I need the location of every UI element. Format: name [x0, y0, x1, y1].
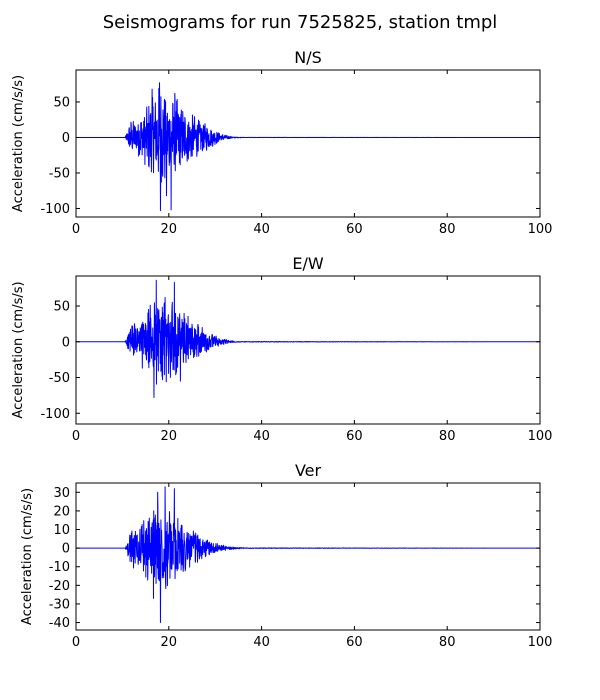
- panel-title-ns: N/S: [294, 48, 322, 67]
- x-tick-label-ns: 20: [161, 222, 178, 237]
- y-tick-label-ns: -100: [40, 202, 70, 217]
- x-tick-label-ver: 100: [528, 635, 553, 650]
- plot-area-ns: [76, 70, 540, 217]
- y-axis-label-ver: Acceleration (cm/s/s): [20, 488, 35, 625]
- x-tick-label-ew: 80: [439, 429, 456, 444]
- x-tick-label-ver: 80: [439, 635, 456, 650]
- x-tick-label-ew: 20: [161, 429, 178, 444]
- y-tick-label-ver: 30: [53, 486, 70, 501]
- x-tick-label-ver: 60: [346, 635, 363, 650]
- y-tick-label-ns: 50: [53, 95, 70, 110]
- x-tick-label-ns: 80: [439, 222, 456, 237]
- x-tick-label-ew: 60: [346, 429, 363, 444]
- y-tick-label-ver: 10: [53, 523, 70, 538]
- panel-title-ver: Ver: [295, 461, 322, 480]
- axes-frame-ver: [75, 482, 541, 631]
- panel-ver: 0 20 40 60 80 100 -40 -30 -20 -10 0 10 20 30 Ver Accele…: [20, 461, 552, 650]
- panel-ew: 0 20 40 60 80 100 -100 -50 0 50 E/W Acceleration (c…: [11, 254, 552, 444]
- y-tick-label-ns: 0: [62, 131, 70, 146]
- x-tick-label-ver: 0: [72, 635, 80, 650]
- figure-title: Seismograms for run 7525825, station tmp…: [103, 12, 498, 33]
- y-tick-label-ver: -30: [49, 597, 70, 612]
- panel-title-ew: E/W: [292, 254, 324, 273]
- y-tick-label-ver: -40: [49, 616, 70, 631]
- y-tick-label-ew: 0: [62, 335, 70, 350]
- y-tick-label-ew: 50: [53, 300, 70, 315]
- x-tick-label-ns: 40: [253, 222, 270, 237]
- x-tick-label-ver: 40: [253, 635, 270, 650]
- x-tick-label-ew: 100: [528, 429, 553, 444]
- series-line-ns: [76, 82, 540, 212]
- series-line-ew: [76, 279, 540, 399]
- x-tick-label-ns: 0: [72, 222, 80, 237]
- axes-frame-ew: [75, 275, 541, 425]
- y-tick-label-ew: -50: [49, 371, 70, 386]
- x-tick-label-ew: 40: [253, 429, 270, 444]
- y-axis-label-ns: Acceleration (cm/s/s): [11, 75, 26, 212]
- panel-ns: 0 20 40 60 80 100 -100 -50 0 50 N/S Acceleration (c…: [11, 48, 552, 237]
- series-line-ver: [76, 486, 540, 624]
- y-tick-label-ew: -100: [40, 407, 70, 422]
- axes-frame-ns: [75, 69, 541, 218]
- y-tick-label-ver: 20: [53, 504, 70, 519]
- x-tick-label-ns: 60: [346, 222, 363, 237]
- y-tick-label-ver: -10: [49, 560, 70, 575]
- y-tick-label-ver: 0: [62, 542, 70, 557]
- y-axis-label-ew: Acceleration (cm/s/s): [11, 281, 26, 418]
- y-tick-label-ver: -20: [49, 579, 70, 594]
- x-tick-label-ns: 100: [528, 222, 553, 237]
- x-tick-label-ver: 20: [161, 635, 178, 650]
- y-tick-label-ns: -50: [49, 166, 70, 181]
- x-tick-label-ew: 0: [72, 429, 80, 444]
